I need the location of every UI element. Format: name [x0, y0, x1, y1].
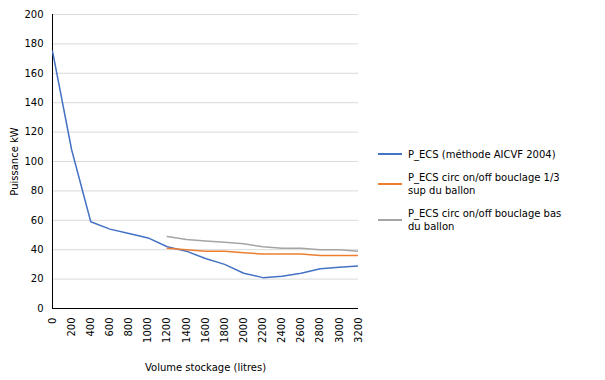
svg-text:180: 180: [24, 38, 43, 49]
svg-text:0: 0: [37, 303, 43, 314]
svg-text:1400: 1400: [181, 318, 192, 343]
svg-text:20: 20: [31, 273, 44, 284]
svg-text:200: 200: [24, 9, 43, 20]
svg-text:3200: 3200: [353, 318, 364, 343]
svg-text:120: 120: [24, 126, 43, 137]
svg-text:1200: 1200: [161, 318, 172, 343]
html-text:P_ECS (méthode AICVF 2004): P_ECS (méthode AICVF 2004): [408, 148, 556, 160]
svg-text:400: 400: [85, 318, 96, 337]
svg-text:1600: 1600: [200, 318, 211, 343]
svg-text:100: 100: [24, 156, 43, 167]
svg-text:2000: 2000: [238, 318, 249, 343]
svg-text:0: 0: [47, 318, 58, 324]
svg-text:Puissance kW: Puissance kW: [9, 127, 20, 195]
svg-text:3000: 3000: [334, 318, 345, 343]
svg-text:800: 800: [123, 318, 134, 337]
svg-text:160: 160: [24, 68, 43, 79]
svg-text:2800: 2800: [314, 318, 325, 343]
svg-text:60: 60: [31, 215, 44, 226]
html-text:P_ECS circ on/off bouclage 1/3: P_ECS circ on/off bouclage 1/3 sup du ba…: [408, 171, 560, 196]
svg-text:200: 200: [66, 318, 77, 337]
svg-text:40: 40: [31, 244, 44, 255]
html-text:P_ECS circ on/off bouclage bas: P_ECS circ on/off bouclage bas du ballon: [408, 207, 562, 232]
svg-text:140: 140: [24, 97, 43, 108]
svg-text:2400: 2400: [276, 318, 287, 343]
svg-text:2200: 2200: [257, 318, 268, 343]
svg-text:1000: 1000: [142, 318, 153, 343]
svg-text:1800: 1800: [219, 318, 230, 343]
svg-text:600: 600: [104, 318, 115, 337]
svg-text:Volume stockage (litres): Volume stockage (litres): [145, 362, 266, 373]
svg-text:80: 80: [31, 185, 44, 196]
svg-text:2600: 2600: [295, 318, 306, 343]
